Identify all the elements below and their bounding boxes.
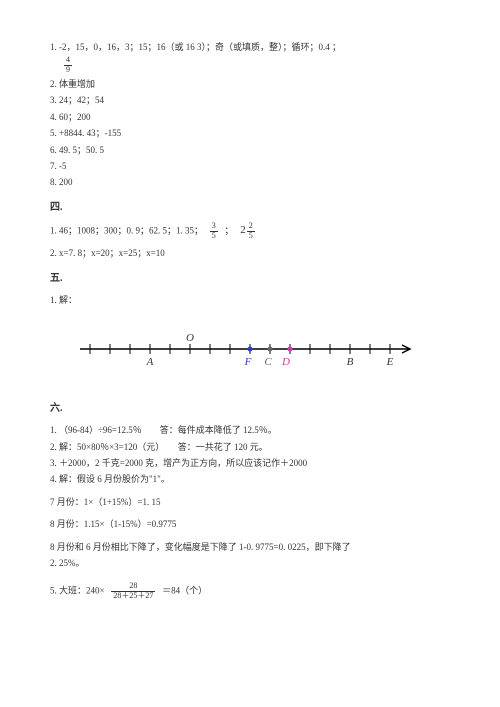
s4-l1: 1. 46；1008；300；0. 9；62. 5；1. 35； 3 5 ； 2… xyxy=(50,222,450,241)
heading-4: 四. xyxy=(50,200,450,216)
svg-text:B: B xyxy=(347,356,354,368)
s5-l1: 1. 解： xyxy=(50,293,450,307)
s6-l1: 1. （96-84）÷96=12.5％ 答：每件成本降低了 12.5％。 xyxy=(50,423,450,437)
s3-frac: 4 9 xyxy=(50,56,450,75)
s6-l5: 7 月份：1×（1+15%）=1. 15 xyxy=(50,495,450,509)
s3-l4: 4. 60；200 xyxy=(50,110,450,124)
frac-den: 28＋25＋27 xyxy=(111,592,155,601)
s6-l7: 8 月份和 6 月份相比下降了，变化幅度是下降了 1-0. 9775=0. 02… xyxy=(50,540,450,554)
s6-l2: 2. 解：50×80％×3=120（元） 答：一共花了 120 元。 xyxy=(50,440,450,454)
fraction: 4 9 xyxy=(64,56,72,75)
s6-l9: 5. 大班：240× 28 28＋25＋27 ＝84（个） xyxy=(50,582,450,601)
svg-text:F: F xyxy=(244,356,252,368)
fraction: 2 5 xyxy=(247,222,255,241)
mixed-number: 2 2 5 xyxy=(240,222,255,241)
svg-text:A: A xyxy=(146,356,154,368)
s4-l2: 2. x=7. 8；x=20；x=25；x=10 xyxy=(50,246,450,260)
number-line-diagram: O A FCD B E xyxy=(50,317,450,387)
fraction: 3 5 xyxy=(210,222,218,241)
frac-den: 9 xyxy=(64,66,72,75)
sep: ； xyxy=(225,225,234,235)
s3-l2: 2. 体重增加 xyxy=(50,77,450,91)
svg-text:D: D xyxy=(281,356,290,368)
frac-den: 5 xyxy=(247,232,255,241)
s3-l7: 7. -5 xyxy=(50,159,450,173)
s4-l1a: 1. 46；1008；300；0. 9；62. 5；1. 35； xyxy=(50,225,203,235)
heading-5: 五. xyxy=(50,271,450,287)
frac-den: 5 xyxy=(210,232,218,241)
s3-l3: 3. 24；42；54 xyxy=(50,93,450,107)
s6-l4: 4. 解：假设 6 月份股价为"1"。 xyxy=(50,472,450,486)
s6-l9a: 5. 大班：240× xyxy=(50,586,105,596)
s6-l8: 2. 25%。 xyxy=(50,556,450,570)
page: 1. -2，15，0，16，3；15；16（或 16 3）；奇（或填质，整）；循… xyxy=(0,0,500,707)
number-line-svg: O A FCD B E xyxy=(50,317,430,387)
s3-l8: 8. 200 xyxy=(50,175,450,189)
svg-text:O: O xyxy=(186,332,194,344)
fraction: 28 28＋25＋27 xyxy=(111,582,155,601)
s3-l1: 1. -2，15，0，16，3；15；16（或 16 3）；奇（或填质，整）；循… xyxy=(50,40,450,54)
svg-text:E: E xyxy=(386,356,394,368)
s3-l5: 5. +8844. 43；-155 xyxy=(50,126,450,140)
s6-l6: 8 月份：1.15×（1-15%）=0.9775 xyxy=(50,517,450,531)
s6-l3: 3. ＋2000，2 千克=2000 克，增产为正方向，所以应该记作＋2000 xyxy=(50,456,450,470)
heading-6: 六. xyxy=(50,401,450,417)
s3-l6: 6. 49. 5；50. 5 xyxy=(50,143,450,157)
s6-l9b: ＝84（个） xyxy=(162,586,207,596)
svg-text:C: C xyxy=(264,356,272,368)
mixed-whole: 2 xyxy=(240,222,246,240)
